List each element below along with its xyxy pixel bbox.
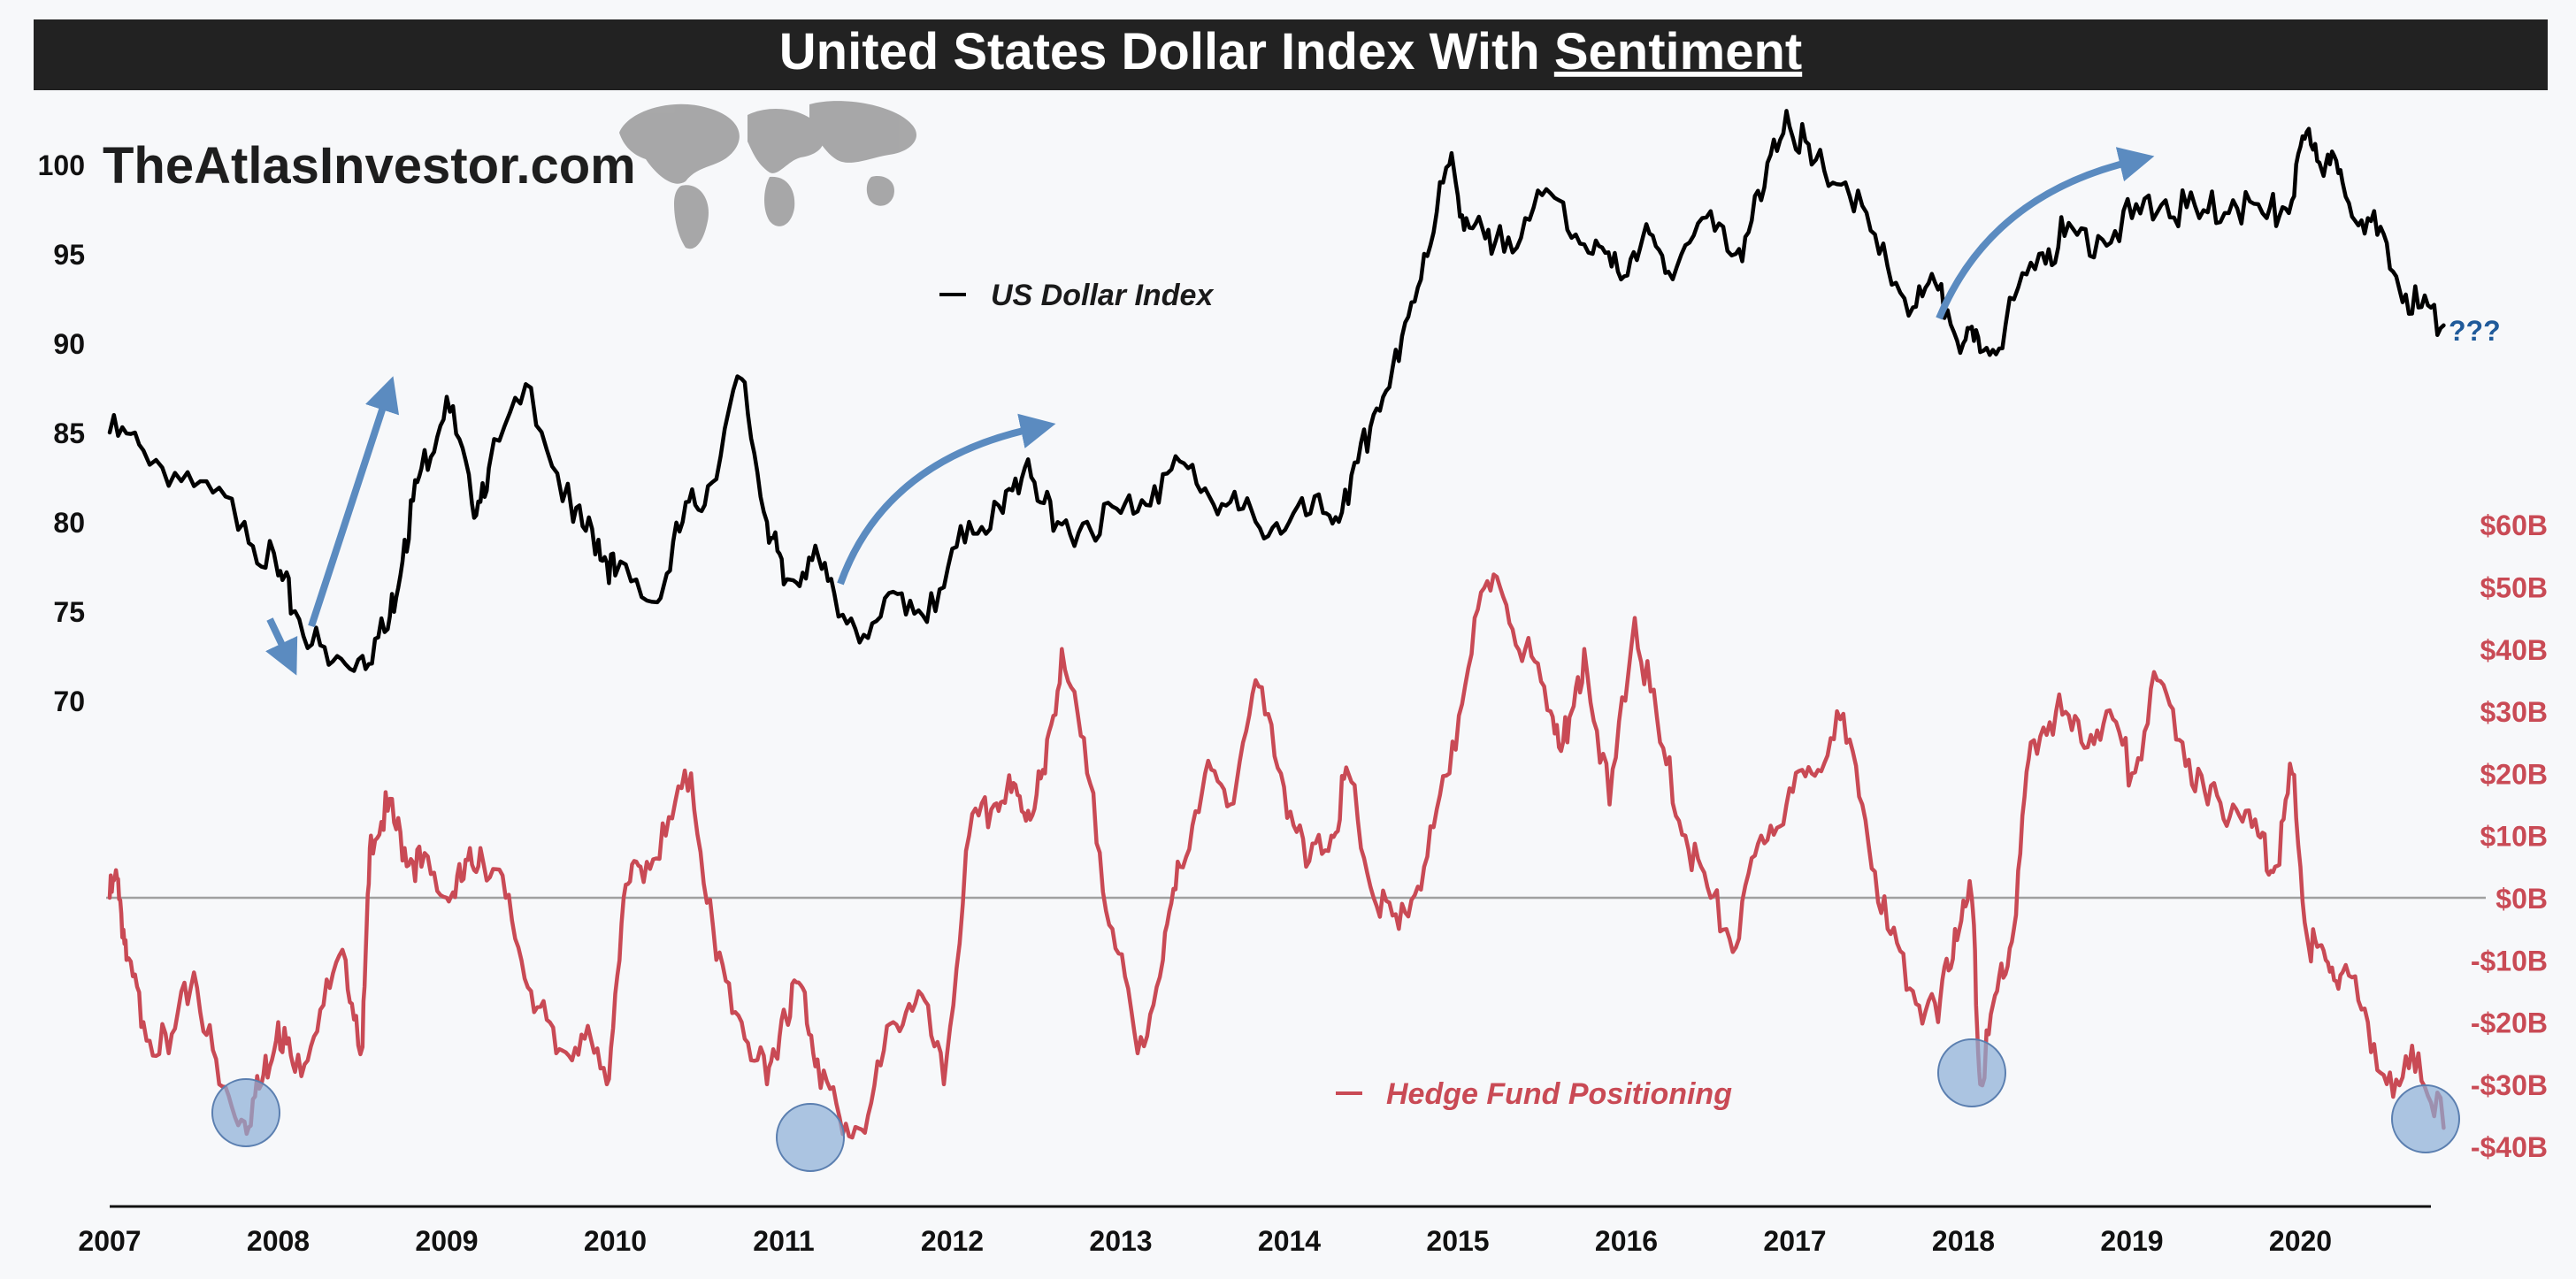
hedge-fund-positioning-line (107, 572, 2446, 1140)
left-y-axis: 70 75 80 85 90 95 100 (38, 149, 85, 717)
x-tick-label: 2013 (1089, 1225, 1152, 1257)
x-tick-label: 2008 (247, 1225, 310, 1257)
y-tick-label-right: $60B (2480, 509, 2549, 541)
y-tick-label-right: $0B (2496, 883, 2548, 915)
y-tick-label-left: 95 (53, 239, 85, 271)
x-tick-label: 2020 (2269, 1225, 2332, 1257)
arrow-icon (265, 617, 298, 676)
site-watermark: TheAtlasInvestor.com (103, 137, 636, 195)
x-tick-label: 2015 (1426, 1225, 1489, 1257)
arrow-icon (308, 376, 400, 628)
arrow-icon (1936, 147, 2155, 320)
x-tick-label: 2018 (1932, 1225, 1995, 1257)
x-tick-label: 2009 (415, 1225, 478, 1257)
y-tick-label-right: $40B (2480, 634, 2549, 666)
y-tick-label-right: -$30B (2471, 1069, 2548, 1101)
y-tick-label-left: 70 (53, 685, 85, 717)
us-dollar-index-line (107, 109, 2446, 673)
x-tick-label: 2007 (78, 1225, 141, 1257)
x-tick-label: 2014 (1258, 1225, 1321, 1257)
right-y-axis: $60B $50B $40B $30B $20B $10B $0B -$10B -$20B -$3… (2471, 509, 2548, 1163)
y-tick-label-left: 85 (53, 417, 85, 449)
world-map-icon (619, 101, 916, 249)
y-tick-label-right: -$20B (2471, 1007, 2548, 1039)
y-tick-label-left: 80 (53, 507, 85, 539)
y-tick-label-right: -$10B (2471, 945, 2548, 976)
x-tick-label: 2012 (921, 1225, 984, 1257)
y-tick-label-right: $10B (2480, 821, 2549, 853)
arrow-icon (837, 413, 1056, 586)
y-tick-label-left: 90 (53, 328, 85, 360)
y-tick-label-right: $30B (2480, 696, 2549, 728)
chart-title: United States Dollar Index With Sentimen… (779, 23, 1802, 80)
x-tick-label: 2019 (2100, 1225, 2163, 1257)
legend-label-positioning: Hedge Fund Positioning (1386, 1077, 1732, 1111)
x-tick-label: 2016 (1595, 1225, 1658, 1257)
circle-highlight-icon (211, 1078, 280, 1147)
y-tick-label-left: 100 (38, 149, 85, 181)
title-bar (34, 19, 2548, 90)
y-tick-label-right: $20B (2480, 758, 2549, 790)
x-tick-label: 2011 (753, 1225, 814, 1257)
y-tick-label-right: -$40B (2471, 1131, 2548, 1163)
x-tick-label: 2017 (1763, 1225, 1826, 1257)
circle-highlight-icon (2391, 1084, 2460, 1153)
question-marks: ??? (2449, 315, 2501, 347)
legend-label-dxy: US Dollar Index (991, 279, 1215, 312)
y-tick-label-right: $50B (2480, 572, 2549, 604)
x-axis: 2007 2008 2009 2010 2011 2012 2013 2014 2015 2016… (78, 1225, 2332, 1257)
y-tick-label-left: 75 (53, 596, 85, 628)
circle-highlight-icon (776, 1103, 845, 1172)
circle-highlight-icon (1937, 1038, 2006, 1107)
x-tick-label: 2010 (584, 1225, 647, 1257)
